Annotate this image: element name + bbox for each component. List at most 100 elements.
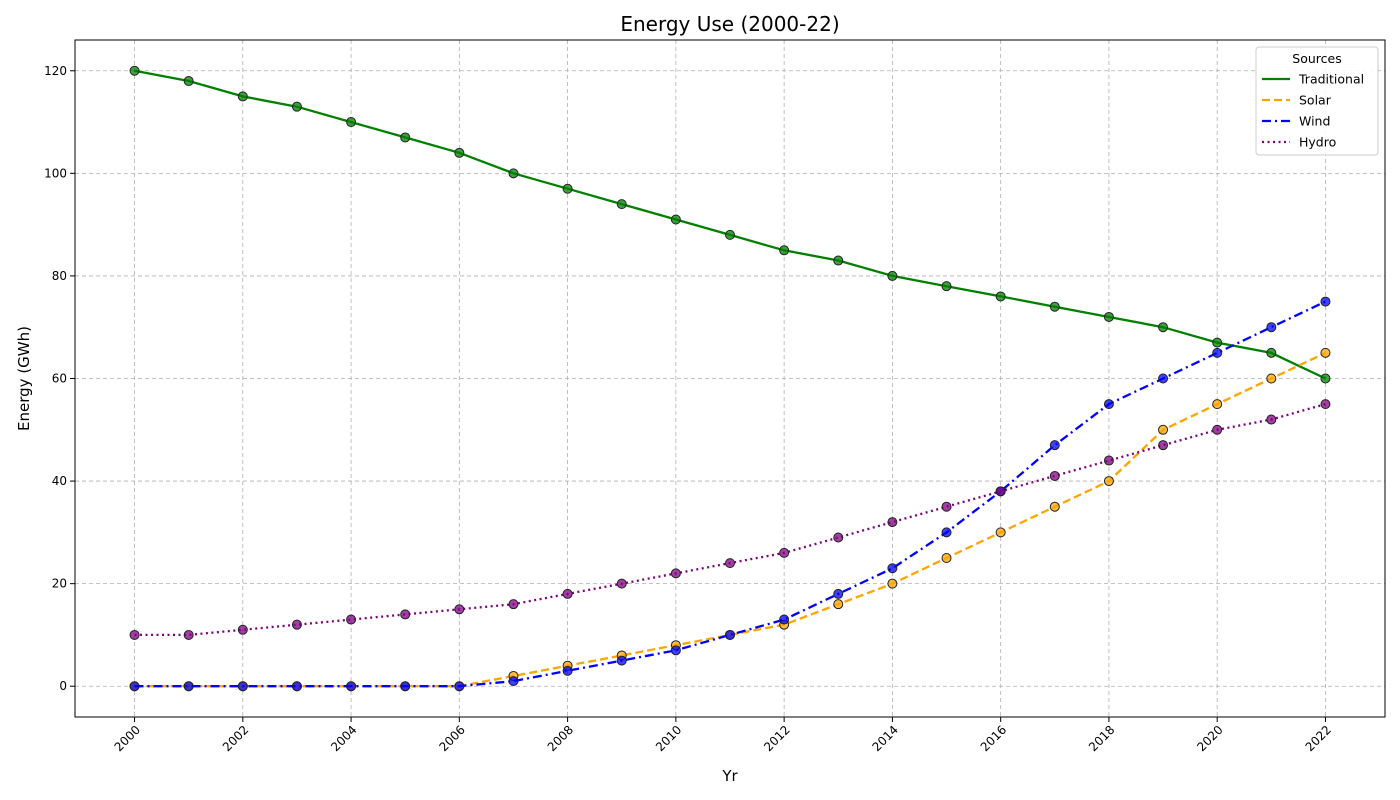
x-tick-label: 2016	[978, 723, 1009, 754]
data-point-hydro	[346, 614, 357, 625]
data-point-wind	[1212, 347, 1223, 358]
data-point-solar	[995, 527, 1006, 538]
data-point-hydro	[833, 532, 844, 543]
data-point-solar	[1320, 347, 1331, 358]
series-line-traditional	[134, 69, 1326, 380]
data-point-wind	[129, 681, 140, 692]
data-point-wind	[1266, 322, 1277, 333]
data-point-traditional	[616, 199, 627, 210]
data-point-hydro	[995, 486, 1006, 497]
x-tick-label: 2010	[653, 723, 684, 754]
data-point-traditional	[1103, 311, 1114, 322]
y-tick-label: 100	[44, 166, 67, 180]
data-point-solar	[941, 553, 952, 564]
data-point-solar	[1049, 501, 1060, 512]
data-point-hydro	[1320, 399, 1331, 410]
data-point-traditional	[779, 245, 790, 256]
data-point-traditional	[887, 270, 898, 281]
data-point-wind	[1103, 399, 1114, 410]
data-point-wind	[400, 681, 411, 692]
series-group	[129, 65, 1331, 692]
data-point-hydro	[562, 588, 573, 599]
series-wind	[129, 296, 1331, 692]
data-point-hydro	[779, 547, 790, 558]
data-point-traditional	[508, 168, 519, 179]
data-point-wind	[670, 645, 681, 656]
data-point-hydro	[183, 629, 194, 640]
data-point-traditional	[1266, 347, 1277, 358]
legend-label-wind: Wind	[1299, 114, 1330, 129]
data-point-hydro	[1212, 424, 1223, 435]
legend-label-hydro: Hydro	[1299, 135, 1336, 150]
data-point-wind	[454, 681, 465, 692]
data-point-solar	[1212, 399, 1223, 410]
x-axis-title: Yr	[721, 767, 738, 785]
grid	[75, 40, 1385, 717]
legend-label-solar: Solar	[1299, 93, 1332, 108]
data-point-solar	[833, 599, 844, 610]
data-point-wind	[346, 681, 357, 692]
data-point-hydro	[670, 568, 681, 579]
x-tick-label: 2000	[112, 723, 143, 754]
data-point-hydro	[1103, 455, 1114, 466]
y-tick-label: 80	[52, 269, 67, 283]
x-tick-label: 2006	[436, 723, 467, 754]
data-point-solar	[1103, 476, 1114, 487]
x-axis: 2000 2002 2004 2006 2008 2010 2012 2014 2016 2018…	[112, 717, 1334, 754]
data-point-traditional	[129, 65, 140, 76]
data-point-hydro	[400, 609, 411, 620]
series-line-wind	[134, 300, 1326, 688]
chart-title: Energy Use (2000-22)	[620, 12, 839, 36]
data-point-traditional	[1320, 373, 1331, 384]
data-point-traditional	[237, 91, 248, 102]
legend: Sources Traditional Solar Wind Hydro	[1255, 46, 1379, 156]
y-tick-label: 40	[52, 474, 67, 488]
data-point-solar	[1158, 424, 1169, 435]
data-point-traditional	[995, 291, 1006, 302]
data-point-wind	[291, 681, 302, 692]
data-point-traditional	[670, 214, 681, 225]
data-point-wind	[237, 681, 248, 692]
data-point-wind	[1158, 373, 1169, 384]
data-point-hydro	[725, 558, 735, 569]
data-point-traditional	[562, 183, 573, 194]
data-point-wind	[1049, 440, 1060, 451]
data-point-traditional	[291, 101, 302, 112]
y-tick-label: 0	[59, 679, 67, 693]
data-point-hydro	[1266, 414, 1277, 425]
x-tick-label: 2004	[328, 723, 359, 754]
x-tick-label: 2014	[869, 723, 900, 754]
data-point-wind	[833, 588, 844, 599]
data-point-hydro	[508, 599, 519, 610]
data-point-traditional	[400, 132, 411, 143]
x-tick-label: 2008	[545, 723, 576, 754]
data-point-traditional	[183, 76, 194, 87]
data-point-traditional	[833, 255, 844, 266]
x-tick-label: 2018	[1086, 723, 1117, 754]
data-point-solar	[1266, 373, 1277, 384]
data-point-hydro	[941, 501, 952, 512]
data-point-hydro	[454, 604, 465, 615]
data-point-hydro	[237, 624, 248, 635]
data-point-traditional	[454, 147, 465, 158]
data-point-wind	[1320, 296, 1331, 307]
data-point-wind	[887, 563, 898, 574]
series-line-hydro	[134, 402, 1326, 637]
data-point-hydro	[1158, 440, 1169, 451]
data-point-wind	[779, 614, 790, 625]
y-axis: 0 20 40 60 80 100 120	[44, 64, 75, 693]
legend-label-traditional: Traditional	[1298, 72, 1364, 87]
series-hydro	[129, 399, 1331, 640]
legend-title: Sources	[1292, 51, 1341, 66]
legend-box	[1255, 46, 1379, 156]
data-point-hydro	[129, 629, 140, 640]
data-point-wind	[508, 676, 519, 687]
data-point-solar	[887, 578, 898, 589]
series-traditional	[129, 65, 1331, 384]
y-axis-title: Energy (GWh)	[15, 326, 33, 431]
x-tick-label: 2022	[1303, 723, 1334, 754]
data-point-traditional	[346, 117, 357, 128]
data-point-wind	[562, 665, 573, 676]
data-point-traditional	[725, 229, 735, 240]
